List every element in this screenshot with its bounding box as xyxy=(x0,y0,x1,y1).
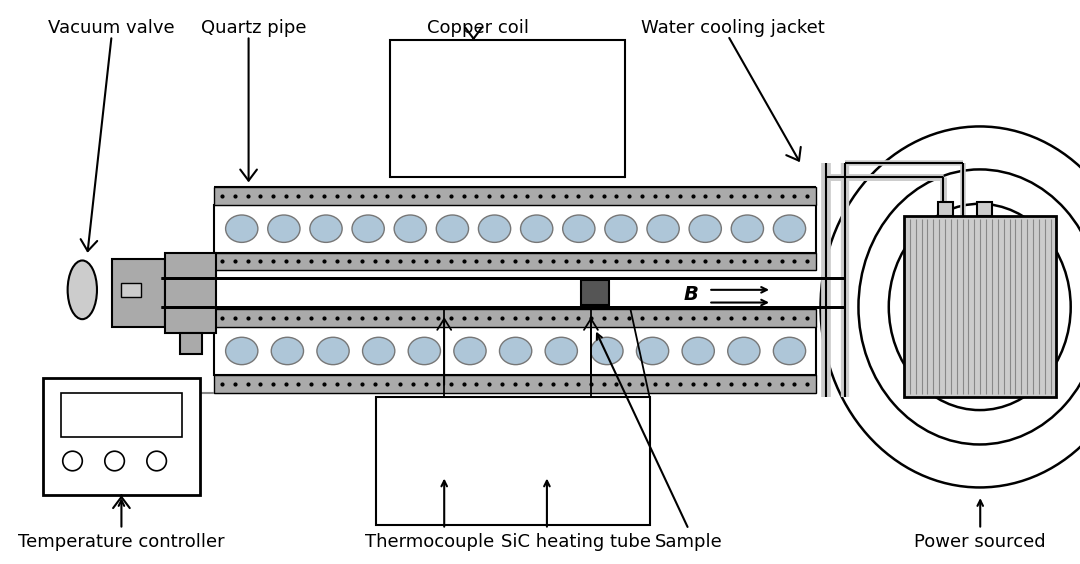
Ellipse shape xyxy=(563,215,595,243)
Ellipse shape xyxy=(773,337,806,365)
Ellipse shape xyxy=(310,215,342,243)
Bar xyxy=(43,378,200,495)
Bar xyxy=(165,253,216,333)
Text: Quartz pipe: Quartz pipe xyxy=(201,19,307,37)
Ellipse shape xyxy=(683,337,714,365)
Bar xyxy=(376,398,649,525)
Ellipse shape xyxy=(647,215,679,243)
Ellipse shape xyxy=(521,215,553,243)
Bar xyxy=(214,253,815,270)
Ellipse shape xyxy=(591,337,623,365)
Text: B: B xyxy=(684,285,699,304)
Ellipse shape xyxy=(105,451,124,471)
Bar xyxy=(60,393,183,437)
Ellipse shape xyxy=(268,215,300,243)
Ellipse shape xyxy=(499,337,531,365)
Ellipse shape xyxy=(352,215,384,243)
Ellipse shape xyxy=(147,451,166,471)
Ellipse shape xyxy=(731,215,764,243)
Text: Vacuum valve: Vacuum valve xyxy=(49,19,175,37)
Ellipse shape xyxy=(636,337,669,365)
Text: Temperature controller: Temperature controller xyxy=(18,533,225,551)
Bar xyxy=(214,375,815,393)
Ellipse shape xyxy=(271,337,303,365)
Bar xyxy=(581,280,608,306)
Bar xyxy=(214,187,815,205)
Ellipse shape xyxy=(436,215,469,243)
Text: Copper coil: Copper coil xyxy=(428,19,529,37)
Bar xyxy=(111,258,165,327)
Bar xyxy=(939,202,953,217)
Text: Power sourced: Power sourced xyxy=(915,533,1047,551)
Bar xyxy=(165,278,214,307)
Ellipse shape xyxy=(408,337,441,365)
Ellipse shape xyxy=(63,451,82,471)
Ellipse shape xyxy=(454,337,486,365)
Ellipse shape xyxy=(68,261,97,319)
Text: SiC heating tube: SiC heating tube xyxy=(501,533,651,551)
Ellipse shape xyxy=(226,337,258,365)
Text: Water cooling jacket: Water cooling jacket xyxy=(640,19,825,37)
Bar xyxy=(390,41,625,177)
Bar xyxy=(977,202,991,217)
Ellipse shape xyxy=(394,215,427,243)
Bar xyxy=(121,283,141,297)
Bar xyxy=(180,333,202,354)
Ellipse shape xyxy=(689,215,721,243)
Ellipse shape xyxy=(226,215,258,243)
Ellipse shape xyxy=(545,337,578,365)
Ellipse shape xyxy=(773,215,806,243)
Text: Sample: Sample xyxy=(654,533,723,551)
Ellipse shape xyxy=(363,337,395,365)
Bar xyxy=(214,278,815,307)
Bar xyxy=(214,205,815,253)
Bar xyxy=(214,310,815,327)
Bar xyxy=(904,217,1055,398)
Bar xyxy=(214,327,815,375)
Ellipse shape xyxy=(316,337,349,365)
Ellipse shape xyxy=(605,215,637,243)
Text: Thermocouple: Thermocouple xyxy=(365,533,495,551)
Ellipse shape xyxy=(478,215,511,243)
Ellipse shape xyxy=(728,337,760,365)
